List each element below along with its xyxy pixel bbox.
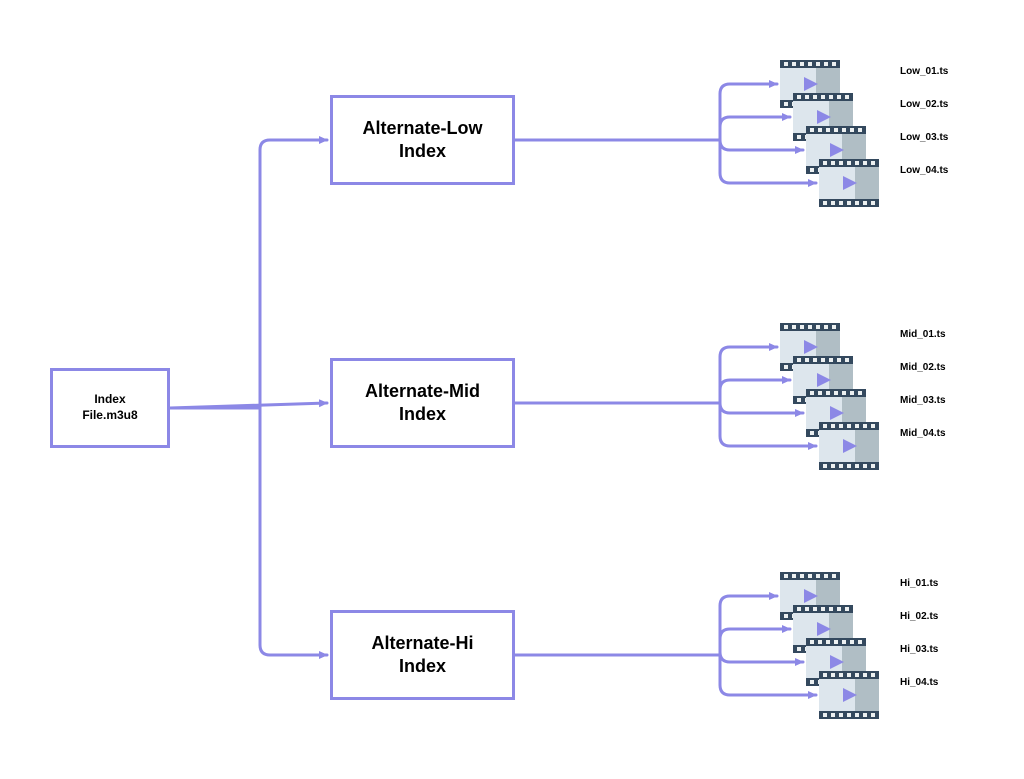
video-file-icon xyxy=(819,422,879,470)
file-label: Hi_02.ts xyxy=(900,611,938,622)
alternate-node-1: Alternate-MidIndex xyxy=(330,358,515,448)
file-label: Mid_04.ts xyxy=(900,428,946,439)
file-label: Hi_01.ts xyxy=(900,578,938,589)
file-label: Low_04.ts xyxy=(900,165,948,176)
file-label: Mid_02.ts xyxy=(900,362,946,373)
file-label: Low_01.ts xyxy=(900,66,948,77)
file-label: Mid_03.ts xyxy=(900,395,946,406)
file-label: Hi_03.ts xyxy=(900,644,938,655)
alternate-node-0: Alternate-LowIndex xyxy=(330,95,515,185)
file-label: Mid_01.ts xyxy=(900,329,946,340)
file-label: Low_03.ts xyxy=(900,132,948,143)
video-file-icon xyxy=(819,159,879,207)
file-label: Low_02.ts xyxy=(900,99,948,110)
root-index-node: IndexFile.m3u8 xyxy=(50,368,170,448)
file-label: Hi_04.ts xyxy=(900,677,938,688)
video-file-icon xyxy=(819,671,879,719)
alternate-node-2: Alternate-HiIndex xyxy=(330,610,515,700)
